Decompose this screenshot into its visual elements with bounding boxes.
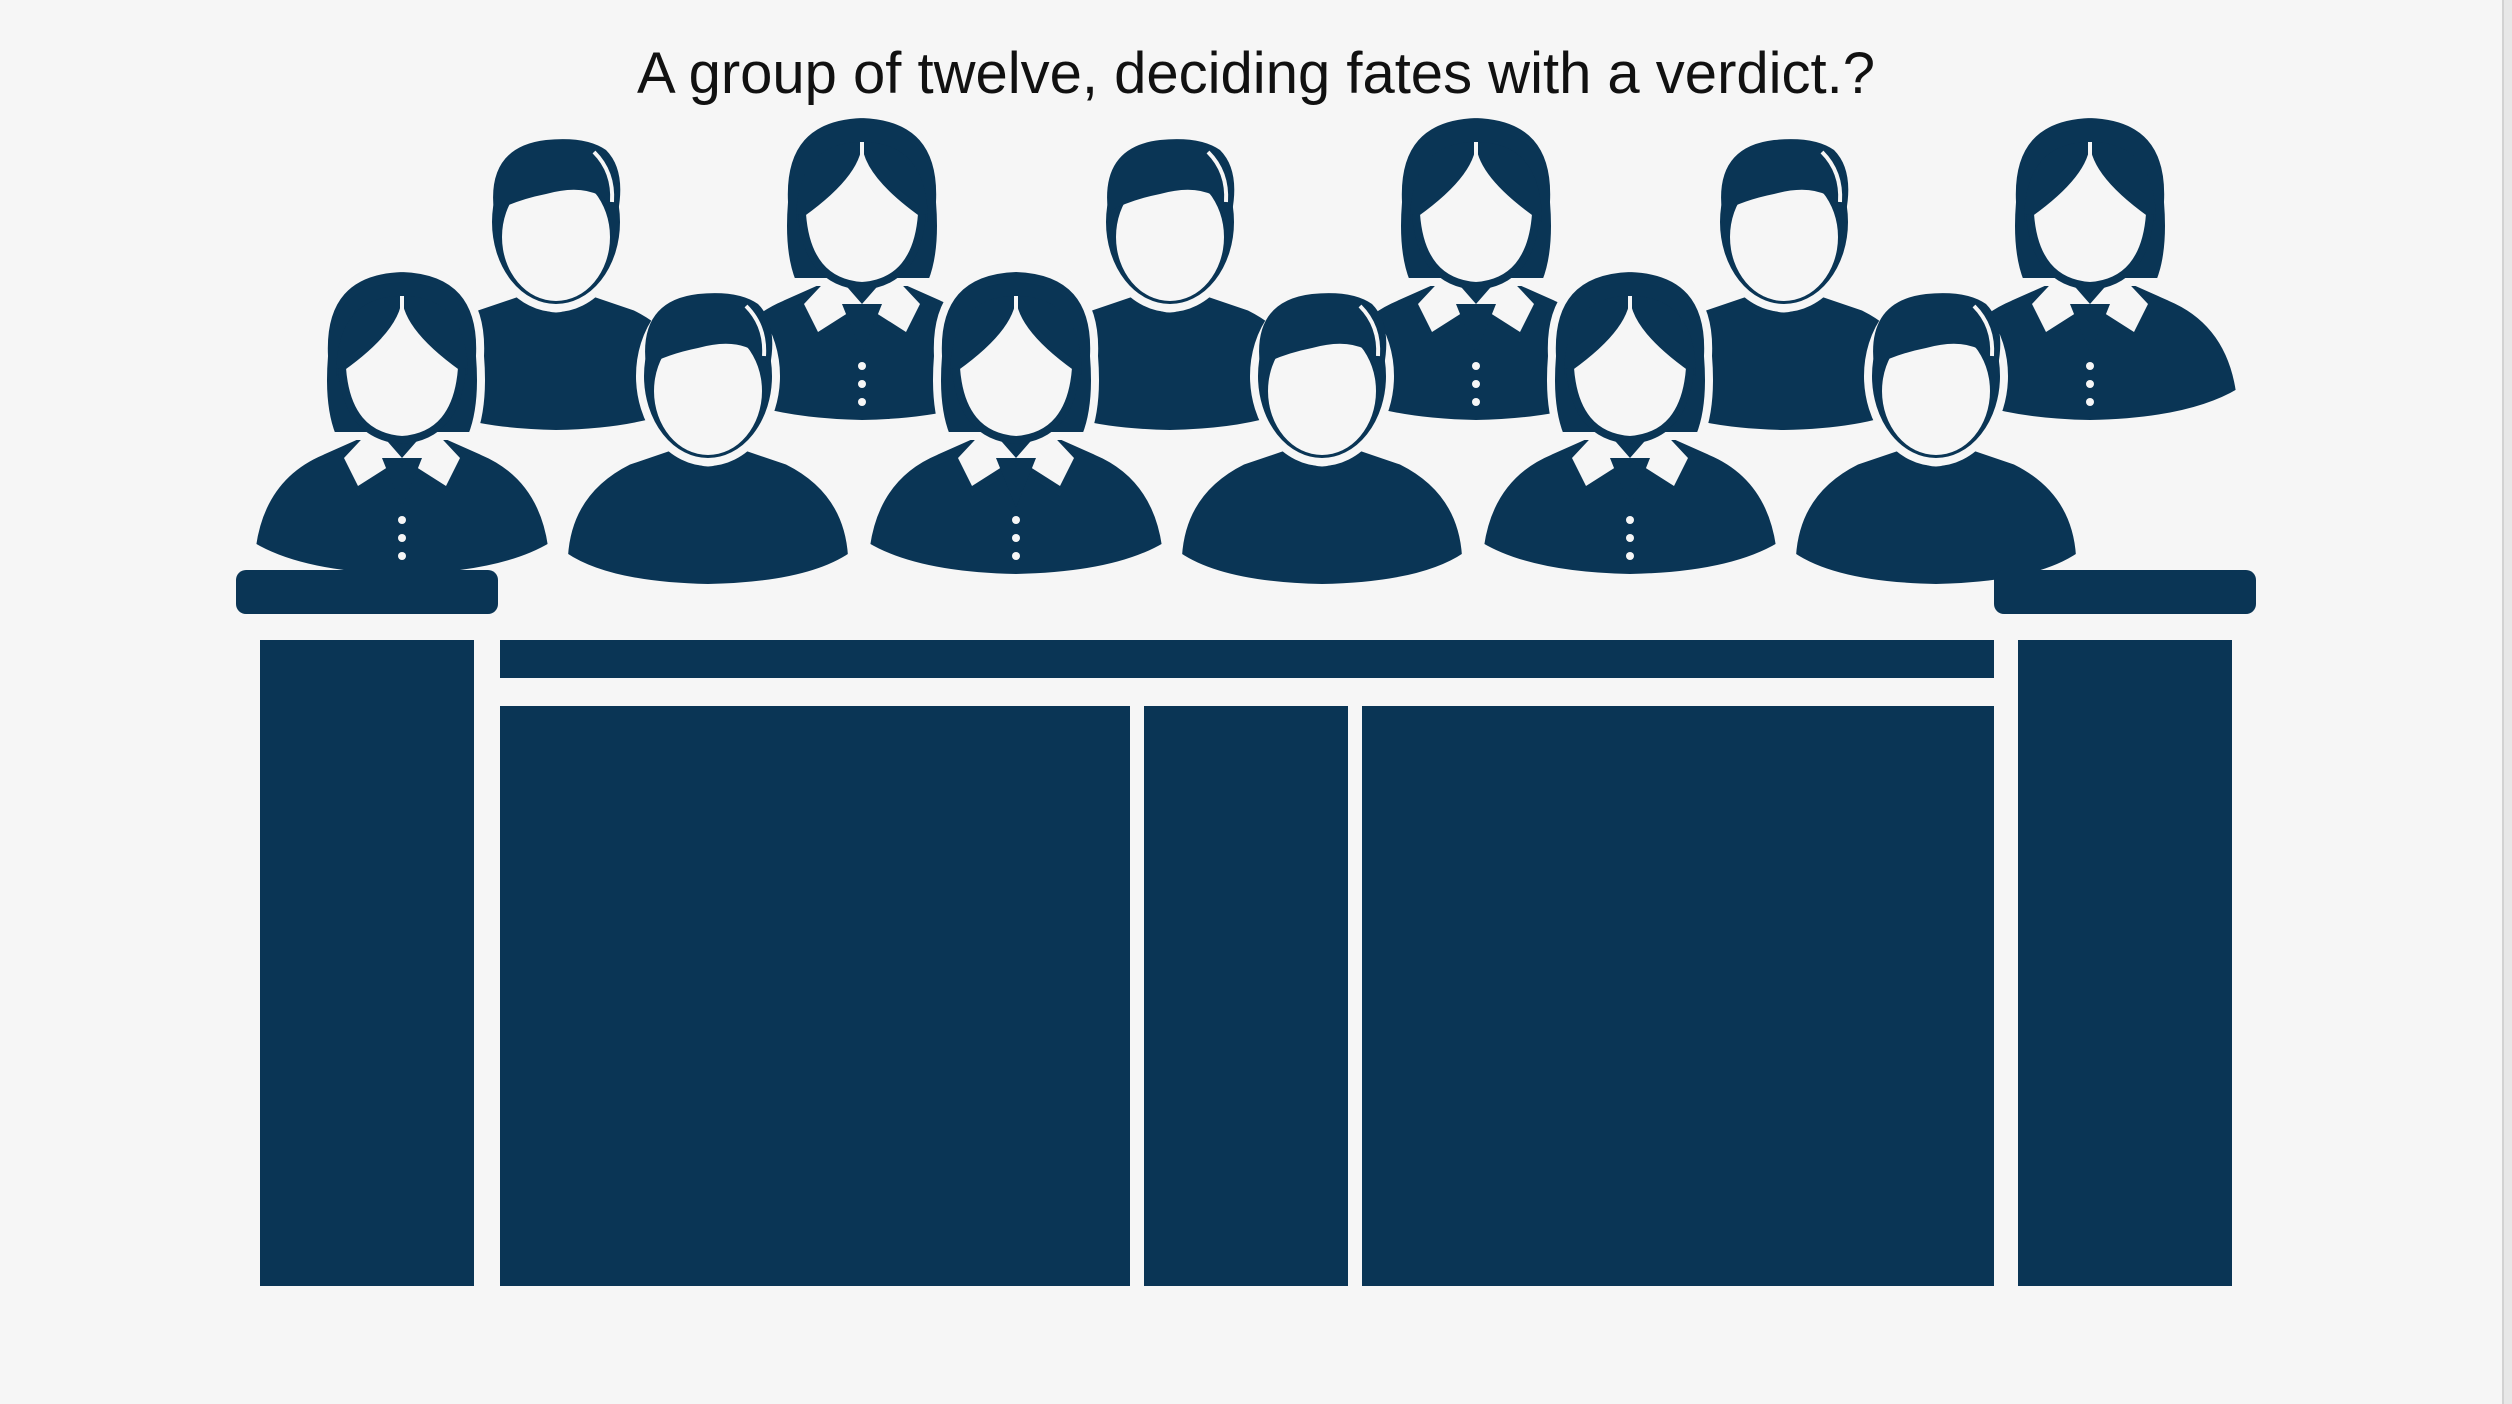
page-title: A group of twelve, deciding fates with a… [636, 41, 1876, 106]
jury-bench [236, 570, 2256, 1286]
slide-edge [2502, 0, 2512, 1404]
